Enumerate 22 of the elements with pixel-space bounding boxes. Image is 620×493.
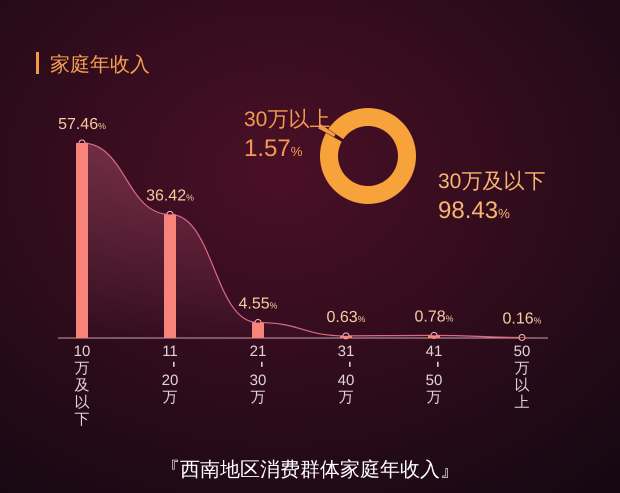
- x-tick-label: 50万以上: [514, 343, 530, 411]
- data-label: 1.57%: [244, 135, 303, 162]
- slice-label: 30万以上: [244, 108, 330, 131]
- x-tick-label: 31-40万: [338, 343, 362, 406]
- bar: [76, 143, 88, 338]
- data-label: 0.78%: [414, 308, 454, 326]
- data-label: 4.55%: [238, 296, 278, 313]
- bar: [252, 322, 264, 338]
- x-tick-label: 11-20万: [162, 343, 186, 406]
- bar: [164, 214, 176, 338]
- slice-label: 30万及以下: [438, 170, 546, 193]
- data-label: 36.42%: [146, 187, 194, 204]
- data-label: 0.63%: [326, 308, 366, 326]
- bar: [428, 335, 440, 338]
- chart-title: 家庭年收入: [50, 54, 150, 76]
- data-label: 98.43%: [438, 197, 510, 224]
- x-tick-label: 41-50万: [426, 343, 450, 406]
- x-tick-label: 10万及以下: [74, 343, 90, 428]
- text: 『西南地区消费群体家庭年收入』: [160, 459, 460, 481]
- data-label: 0.16%: [502, 310, 542, 328]
- x-tick-label: 21-30万: [250, 343, 274, 406]
- data-label: 57.46%: [58, 116, 106, 133]
